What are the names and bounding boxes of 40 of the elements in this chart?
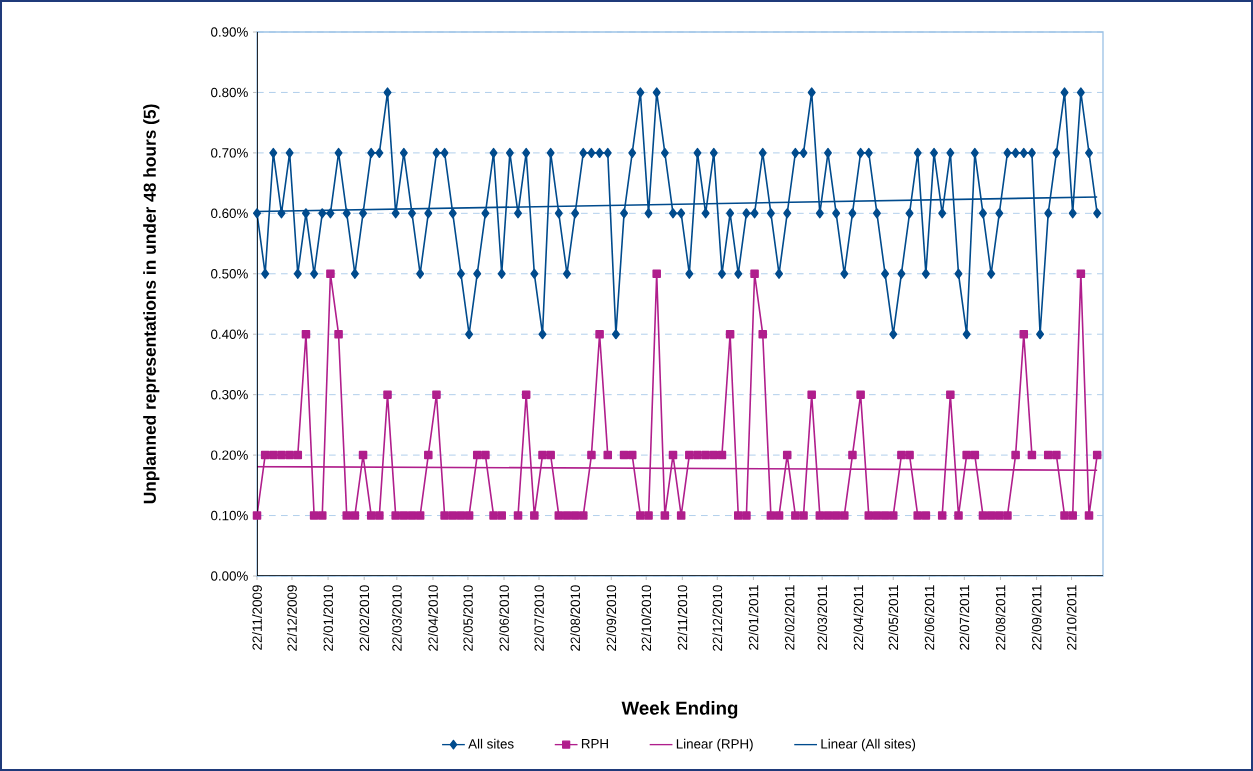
x-tick-label: 22/01/2010 [323,585,333,651]
x-tick-label: 22/02/2010 [359,585,370,651]
legend-label: Linear (RPH) [676,738,753,752]
x-tick-label: 22/07/2011 [959,585,970,650]
x-tick-label: 22/03/2010 [391,585,402,651]
y-tick-label: 0.70% [211,148,248,158]
y-tick-label: 0.00% [211,571,248,581]
x-axis-title: Week Ending [621,701,738,719]
x-tick-label: 22/06/2010 [499,585,509,651]
x-tick-label: 22/08/2011 [995,585,1006,650]
x-tick-label: 22/03/2011 [817,585,828,650]
y-tick-label: 0.40% [211,329,248,339]
x-tick-label: 22/06/2011 [924,585,935,650]
y-axis-title: Unplanned representations in under 48 hours (5) [143,104,160,504]
legend-label: RPH [581,739,608,749]
x-tick-label: 22/01/2011 [748,585,759,650]
x-tick-label: 22/02/2011 [784,585,795,650]
y-tick-label: 0.10% [211,510,248,521]
y-tick-label: 0.60% [211,208,248,219]
x-tick-label: 22/07/2010 [534,585,544,651]
x-tick-label: 22/11/2010 [677,585,688,650]
legend-label: Linear (All sites) [821,738,916,752]
x-tick-label: 22/11/2009 [252,585,262,650]
x-tick-label: 22/09/2011 [1031,585,1042,650]
x-tick-label: 22/12/2010 [712,585,723,651]
x-tick-label: 22/08/2010 [570,585,581,651]
y-tick-label: 0.20% [211,450,248,460]
y-tick-label: 0.50% [211,269,248,279]
x-tick-label: 22/10/2011 [1066,585,1077,650]
x-tick-label: 22/04/2010 [428,585,438,651]
y-tick-label: 0.30% [211,389,248,400]
x-tick-label: 22/05/2010 [463,585,473,651]
x-tick-label: 22/04/2011 [853,585,864,650]
x-tick-label: 22/10/2010 [641,585,652,651]
legend-label: All sites [468,738,514,749]
x-tick-label: 22/09/2010 [606,585,617,651]
y-tick-label: 0.80% [211,87,248,98]
y-tick-label: 0.90% [211,27,248,37]
x-tick-label: 22/05/2011 [888,585,899,650]
x-tick-label: 22/12/2009 [287,585,297,651]
